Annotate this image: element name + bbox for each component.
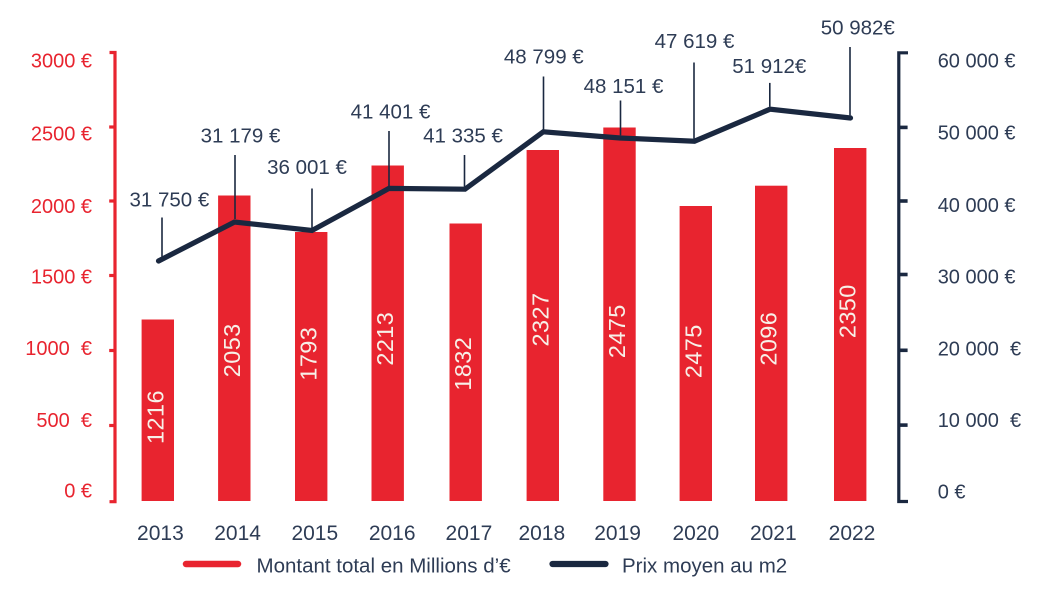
svg-text:31 750 €: 31 750 € [129, 189, 209, 212]
svg-text:2014: 2014 [214, 522, 261, 545]
svg-text:48 151 €: 48 151 € [584, 75, 664, 98]
svg-text:48 799 €: 48 799 € [504, 46, 584, 69]
svg-text:40 000 €: 40 000 € [938, 195, 1016, 217]
svg-text:2350: 2350 [835, 284, 861, 338]
svg-text:51 912€: 51 912€ [732, 55, 807, 78]
svg-text:Prix moyen au m2: Prix moyen au m2 [622, 555, 787, 578]
svg-text:36 001 €: 36 001 € [267, 156, 347, 179]
svg-text:1832: 1832 [450, 337, 476, 391]
svg-text:30 000 €: 30 000 € [938, 267, 1016, 289]
svg-text:47 619 €: 47 619 € [655, 30, 735, 53]
svg-text:2096: 2096 [756, 312, 782, 366]
svg-text:60 000 €: 60 000 € [938, 50, 1016, 72]
svg-text:2327: 2327 [527, 293, 553, 347]
svg-text:2053: 2053 [219, 323, 245, 377]
svg-text:31 179 €: 31 179 € [201, 125, 281, 148]
svg-text:Montant total en Millions d’€: Montant total en Millions d’€ [257, 555, 512, 578]
svg-text:2022: 2022 [829, 522, 876, 545]
svg-text:2015: 2015 [291, 522, 338, 545]
svg-text:0 €: 0 € [64, 481, 92, 503]
svg-text:1500 €: 1500 € [31, 267, 92, 289]
svg-text:10 000 €: 10 000 € [938, 410, 1021, 432]
svg-text:2019: 2019 [594, 522, 641, 545]
svg-text:1793: 1793 [296, 327, 322, 381]
svg-text:2016: 2016 [369, 522, 416, 545]
svg-text:2017: 2017 [446, 522, 493, 545]
svg-text:0 €: 0 € [938, 482, 966, 504]
svg-text:2020: 2020 [672, 522, 719, 545]
svg-text:1216: 1216 [142, 390, 168, 444]
svg-text:41 335 €: 41 335 € [423, 125, 503, 148]
svg-text:2475: 2475 [680, 324, 706, 378]
svg-text:2213: 2213 [372, 312, 398, 366]
svg-text:50 000 €: 50 000 € [938, 123, 1016, 145]
svg-text:41 401 €: 41 401 € [351, 101, 431, 124]
svg-text:20 000 €: 20 000 € [938, 339, 1021, 361]
svg-text:3000 €: 3000 € [31, 51, 92, 73]
svg-text:2013: 2013 [137, 522, 184, 545]
svg-text:50 982€: 50 982€ [821, 16, 896, 39]
svg-text:2500 €: 2500 € [31, 123, 92, 145]
svg-text:2021: 2021 [750, 522, 797, 545]
svg-text:2018: 2018 [518, 522, 565, 545]
svg-text:1000 €: 1000 € [25, 338, 92, 360]
svg-text:2000 €: 2000 € [31, 196, 92, 218]
svg-text:2475: 2475 [604, 304, 630, 358]
svg-text:500 €: 500 € [36, 410, 92, 432]
